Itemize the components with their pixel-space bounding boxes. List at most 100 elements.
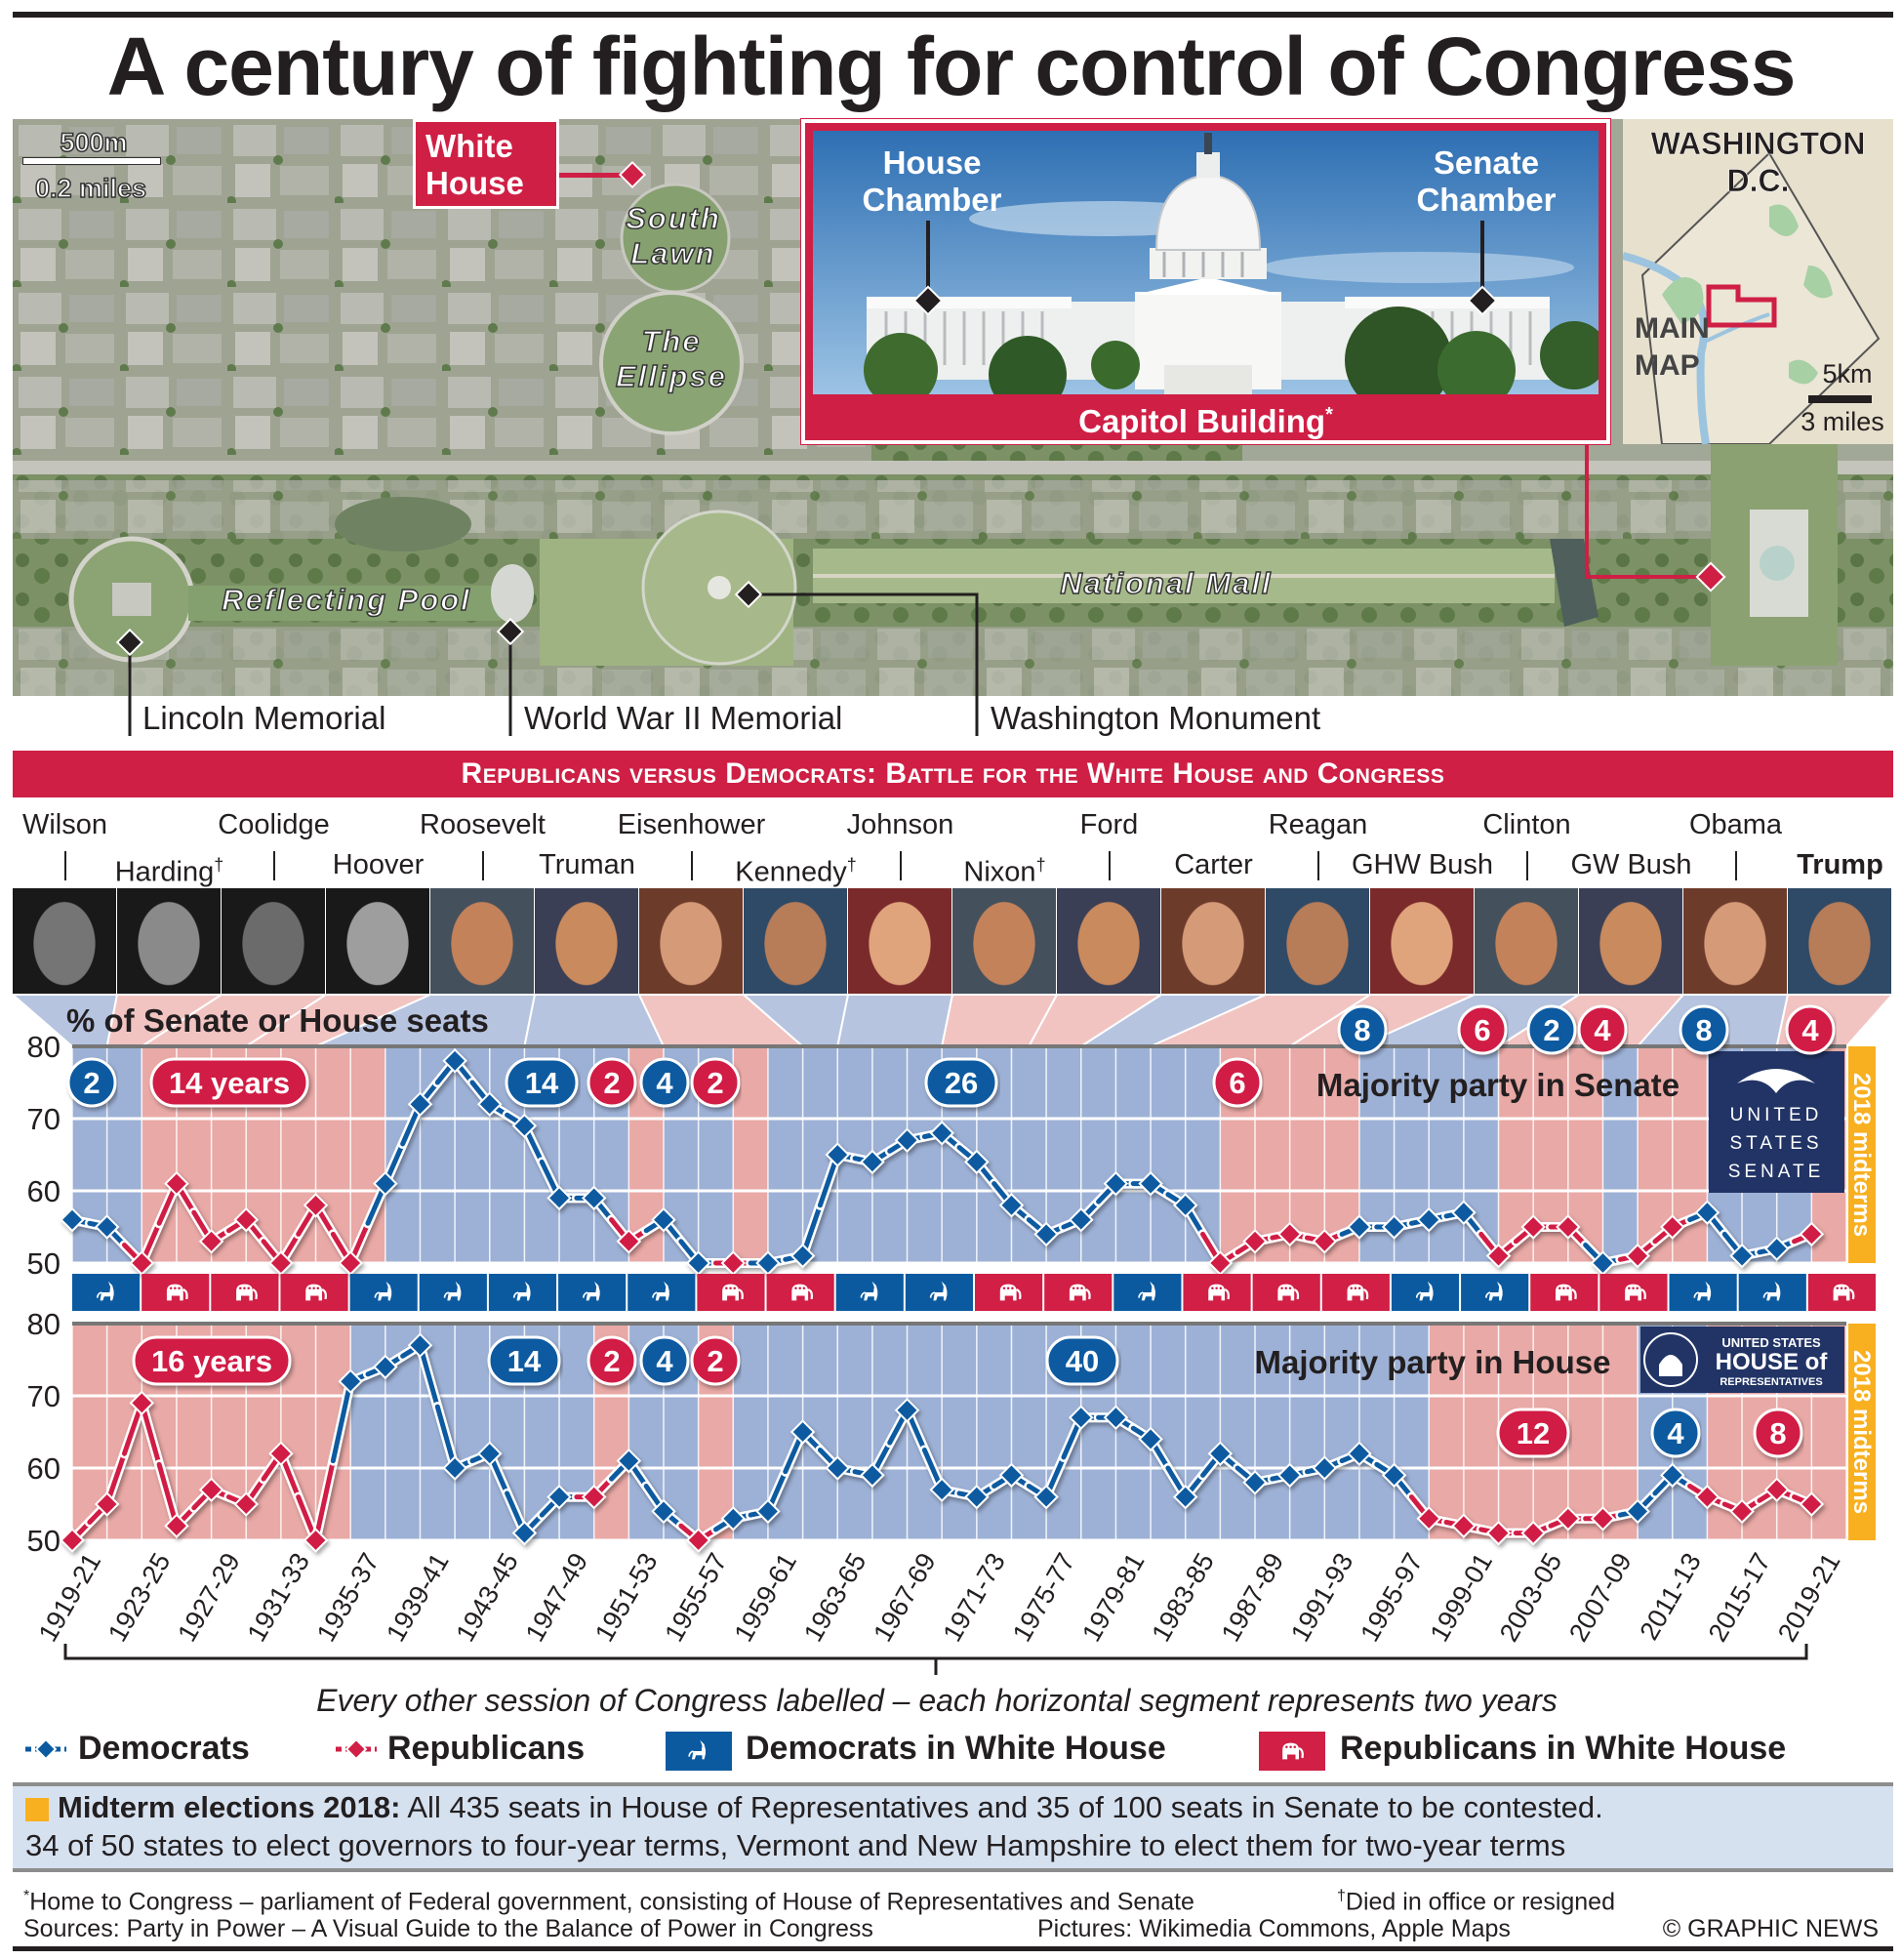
- data-point: [1312, 1455, 1338, 1481]
- legend-dem-wh-icon: [666, 1732, 732, 1771]
- dc-inset-map: WASHINGTON D.C. MAIN MAP 5km 3 miles: [1623, 119, 1893, 444]
- streak-badge-label: 6: [1474, 1013, 1490, 1047]
- streak-badge: [1753, 1408, 1803, 1458]
- capitol-panel: House Chamber Senate Chamber Capitol Build…: [800, 118, 1611, 445]
- president-portrait: [1161, 888, 1265, 995]
- data-point: [964, 1149, 990, 1175]
- data-point: [1276, 1221, 1303, 1247]
- streak-badge-label: 4: [1667, 1416, 1684, 1450]
- data-point: [198, 1477, 224, 1502]
- x-tick-label: 1919-21: [33, 1548, 107, 1647]
- data-point: [303, 1528, 329, 1553]
- streak-badge: [1577, 1004, 1628, 1055]
- data-point: [1242, 1229, 1268, 1254]
- data-point: [303, 1193, 329, 1218]
- y-tick-label: 70: [27, 1102, 61, 1136]
- data-point: [511, 1113, 538, 1139]
- data-point: [164, 1513, 189, 1538]
- x-tick-label: 1939-41: [381, 1548, 455, 1647]
- x-tick-label: 2007-09: [1563, 1548, 1638, 1647]
- majority-band: [1324, 1324, 1360, 1540]
- ellipse-line1: The: [641, 323, 702, 359]
- president-name: Johnson: [846, 809, 954, 840]
- majority-band: [455, 1324, 491, 1540]
- midterm-text: All 435 seats in House of Representative…: [407, 1790, 1603, 1824]
- data-point: [1276, 1462, 1303, 1489]
- majority-band: [1602, 1324, 1639, 1540]
- x-tick-label: 1991-93: [1285, 1548, 1359, 1647]
- wwii-memorial-label: World War II Memorial: [524, 700, 843, 736]
- series-line: [60, 1332, 1825, 1553]
- data-point: [581, 1185, 607, 1211]
- data-point: [1103, 1405, 1129, 1430]
- name-divider: [1525, 851, 1528, 880]
- data-point: [825, 1455, 850, 1481]
- data-point: [1625, 1243, 1650, 1269]
- x-tick-label: 1959-61: [729, 1548, 803, 1647]
- streak-badge: [1650, 1408, 1701, 1458]
- majority-band: [1255, 1324, 1291, 1540]
- inset-title-line2: D.C.: [1726, 163, 1790, 199]
- senate-seal-text: SENATE: [1728, 1162, 1825, 1182]
- data-point: [373, 1170, 398, 1197]
- lincoln-pointer: [115, 628, 144, 736]
- footnote-asterisk: *Home to Congress – parliament of Federa…: [23, 1882, 1194, 1916]
- data-point: [1660, 1214, 1685, 1240]
- y-tick-label: 50: [27, 1246, 61, 1281]
- streak-badge-label: 14: [507, 1344, 542, 1378]
- axis-bracket: [63, 1644, 1808, 1660]
- line-segment: [434, 1404, 458, 1471]
- president-portrait: [1057, 888, 1160, 995]
- footnote-dagger: †Died in office or resigned: [1337, 1882, 1615, 1916]
- x-tick-label: 1987-89: [1216, 1548, 1290, 1647]
- data-point: [1172, 1484, 1198, 1510]
- majority-band: [871, 1324, 909, 1540]
- data-point: [338, 1250, 363, 1276]
- sources: Sources: Party in Power – A Visual Guide…: [23, 1915, 873, 1942]
- majority-band: [767, 1046, 804, 1263]
- streak-badge: [487, 1335, 561, 1386]
- dagger-mark: †: [1337, 1888, 1346, 1904]
- south-lawn-line2: Lawn: [630, 235, 716, 271]
- x-tick-label: 1955-57: [659, 1548, 733, 1647]
- data-point: [789, 1419, 816, 1445]
- streak-badge-label: 4: [1594, 1013, 1611, 1047]
- x-tick-label: 1967-69: [868, 1548, 942, 1647]
- name-divider: [481, 851, 484, 880]
- data-point: [1799, 1491, 1825, 1517]
- data-point: [1242, 1470, 1268, 1495]
- eagle-icon: [1737, 1069, 1815, 1093]
- capitol-caption: Capitol Building*: [805, 396, 1606, 440]
- data-point: [477, 1091, 503, 1117]
- midterms-label: 2018 midterms: [1848, 1350, 1875, 1514]
- line-segment: [313, 1458, 336, 1543]
- streak-badge-label: 14 years: [169, 1066, 290, 1100]
- main-map-line2: MAP: [1635, 349, 1700, 382]
- streak-badge: [924, 1057, 998, 1108]
- data-point: [546, 1185, 572, 1211]
- data-point: [685, 1250, 711, 1276]
- majority-band: [1289, 1324, 1325, 1540]
- streak-badge: [639, 1335, 690, 1386]
- president-name: Harding†: [114, 855, 224, 888]
- ellipse-label: The Ellipse: [593, 323, 749, 394]
- inset-scale-mi: 3 miles: [1801, 407, 1884, 436]
- national-mall-label: National Mall: [1060, 565, 1273, 601]
- line-segment: [156, 1461, 180, 1529]
- data-point: [1590, 1506, 1616, 1531]
- x-tick-label: 1963-65: [798, 1548, 872, 1647]
- lincoln-memorial-label: Lincoln Memorial: [142, 700, 386, 736]
- streak-badge-label: 8: [1769, 1416, 1786, 1450]
- series-line: [60, 1048, 1825, 1276]
- line-segment: [139, 1400, 162, 1467]
- data-point: [1694, 1484, 1720, 1510]
- senate-seal-text: STATES: [1729, 1133, 1822, 1154]
- streak-badge-label: 40: [1066, 1344, 1099, 1378]
- majority-band: [1115, 1046, 1152, 1263]
- top-rule: [13, 12, 1893, 18]
- president-portrait: [430, 888, 534, 995]
- senate-seal-text: UNITED: [1730, 1105, 1823, 1125]
- streak-badge-label: 2: [83, 1066, 100, 1100]
- x-tick-label: 1927-29: [172, 1548, 246, 1647]
- senate-chamber-line1: Senate: [1433, 144, 1540, 181]
